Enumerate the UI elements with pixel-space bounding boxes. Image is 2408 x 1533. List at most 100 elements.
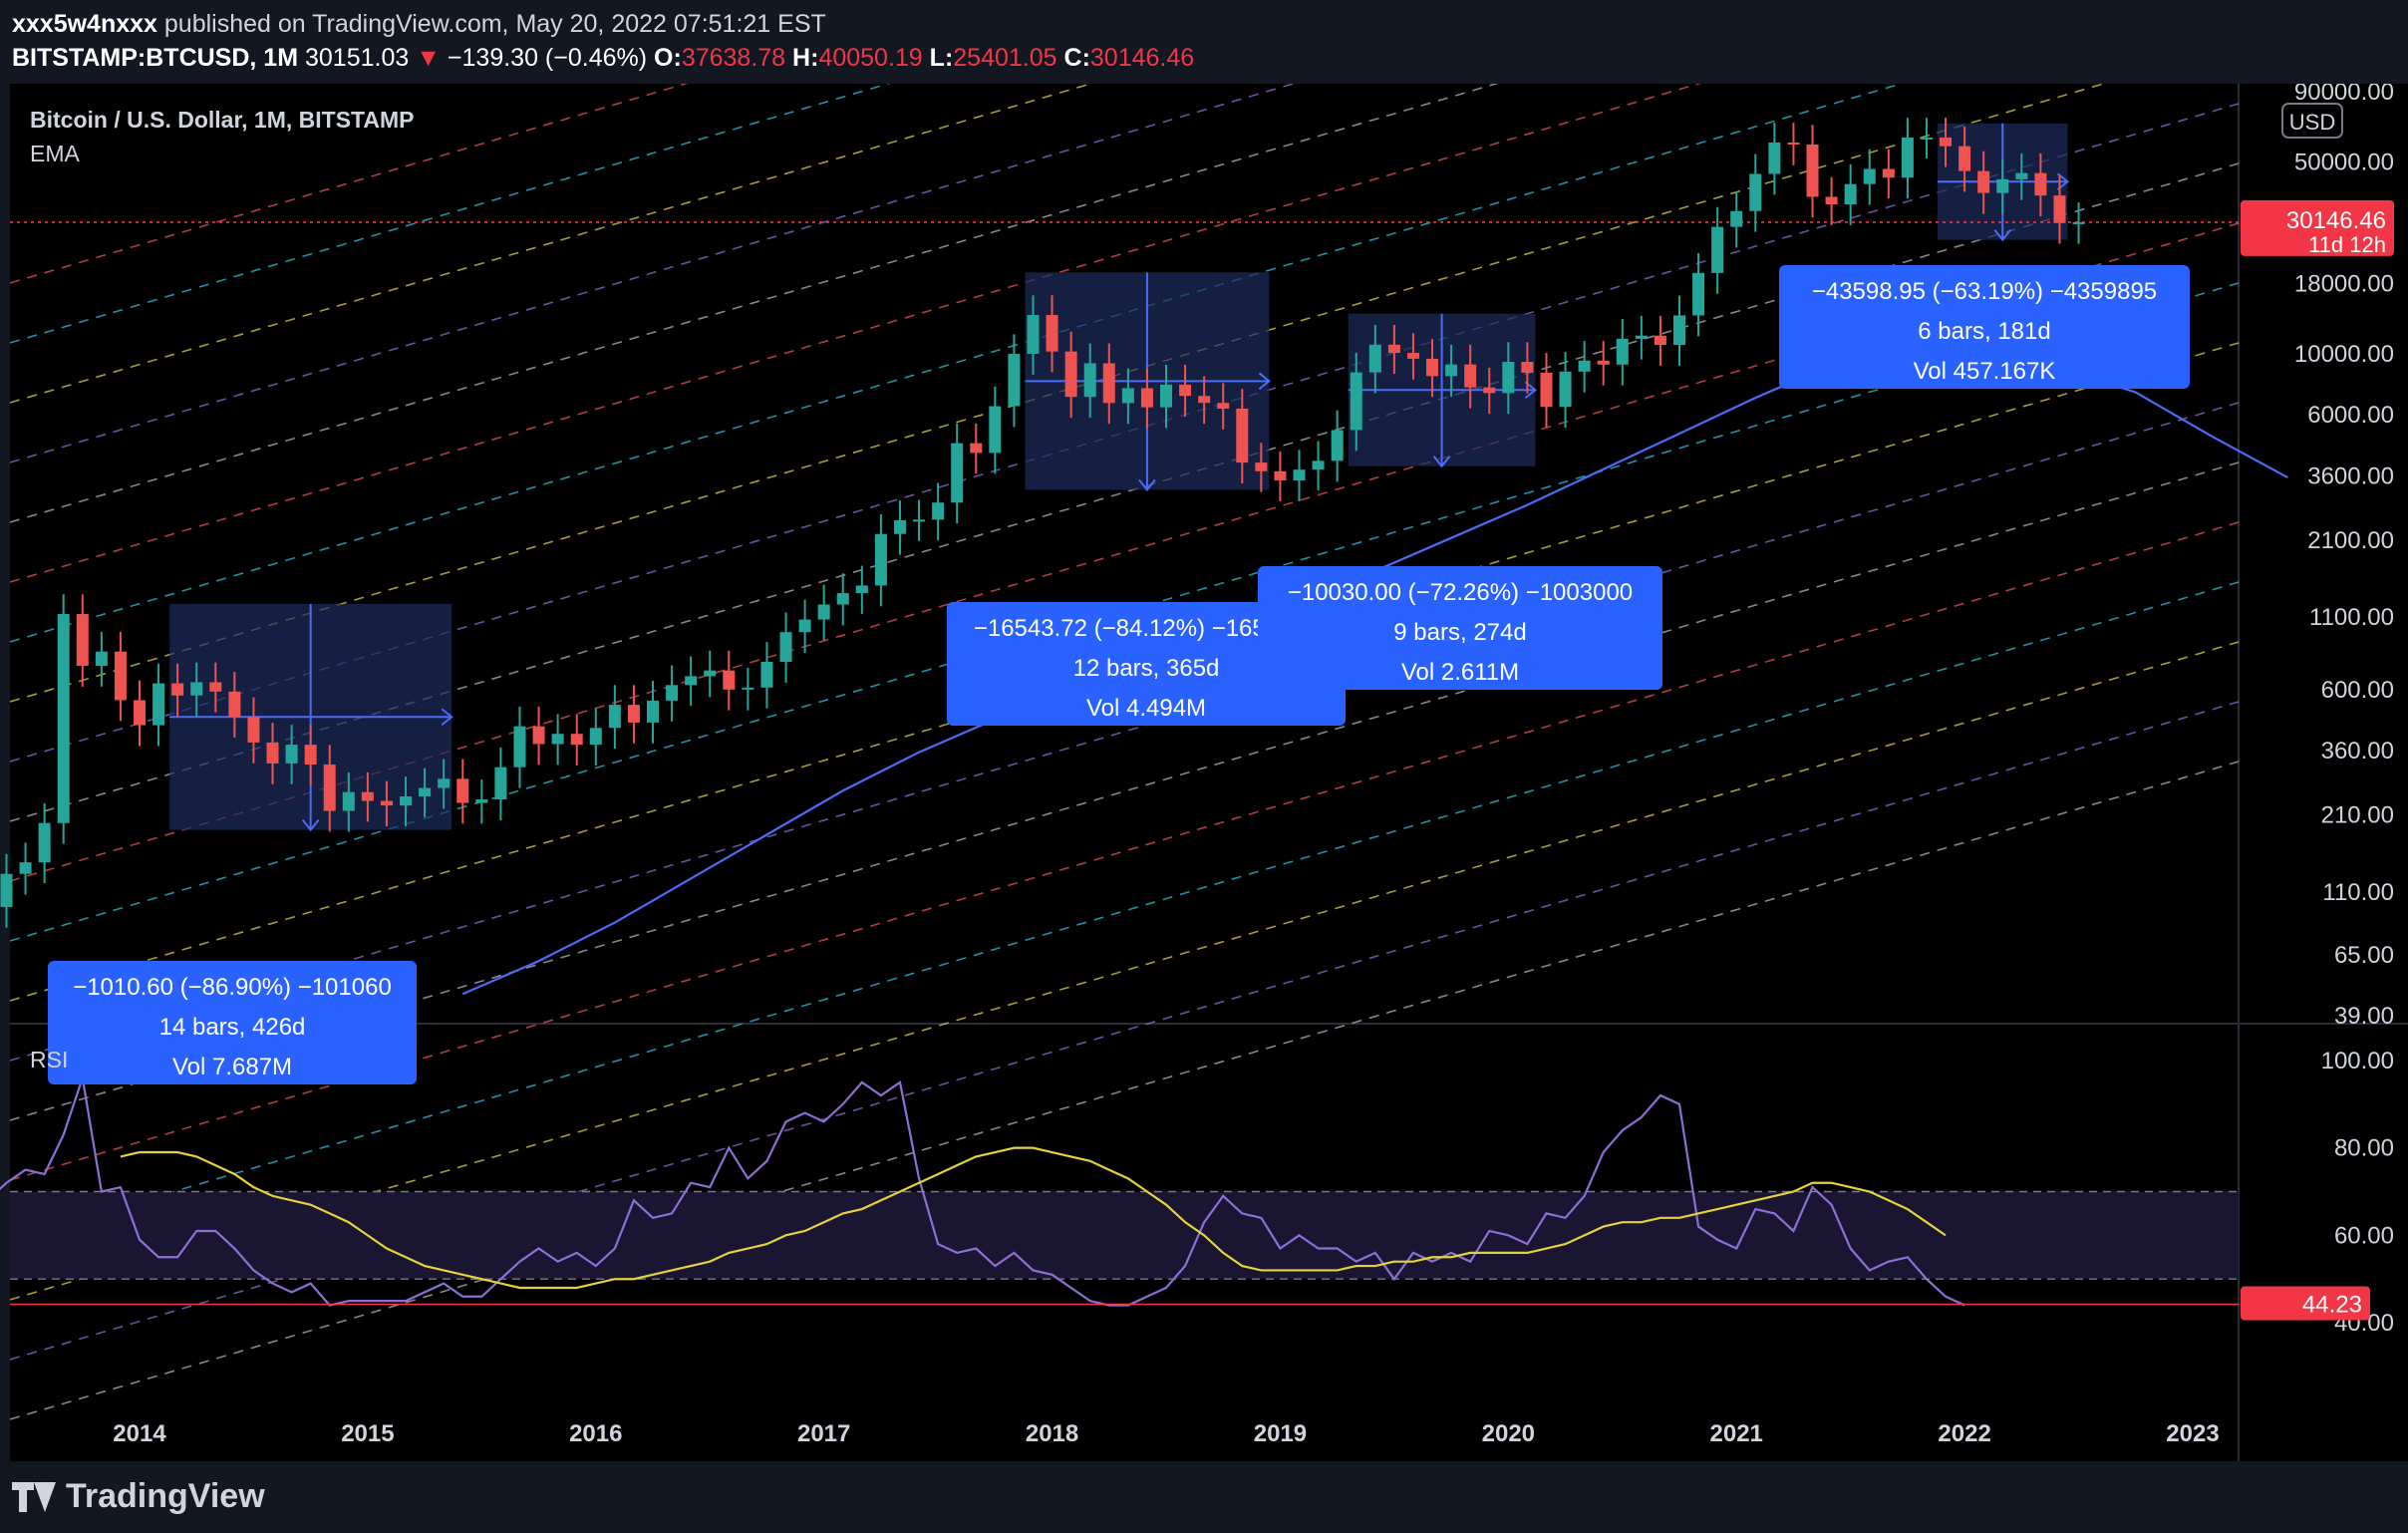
time-axis[interactable] (10, 1350, 2239, 1461)
candle[interactable] (1331, 430, 1344, 461)
candle[interactable] (913, 519, 926, 522)
rsi-line[interactable] (0, 1077, 1965, 1307)
candle[interactable] (1483, 387, 1496, 394)
symbol-label[interactable]: BITSTAMP:BTCUSD, 1M (12, 44, 299, 72)
candle[interactable] (38, 822, 51, 863)
candle[interactable] (1406, 353, 1419, 359)
candle[interactable] (1198, 396, 1211, 404)
candle[interactable] (874, 533, 887, 586)
candle[interactable] (1008, 354, 1021, 407)
candle[interactable] (19, 862, 32, 874)
candle[interactable] (1046, 315, 1058, 352)
candle[interactable] (570, 734, 583, 746)
candle[interactable] (1102, 363, 1115, 404)
candle[interactable] (608, 705, 621, 729)
candle[interactable] (1179, 384, 1192, 397)
candle[interactable] (2053, 195, 2066, 223)
candle[interactable] (1312, 460, 1325, 470)
candle[interactable] (589, 728, 602, 746)
candle[interactable] (951, 443, 964, 503)
candle[interactable] (1502, 362, 1515, 394)
candle[interactable] (1787, 142, 1800, 146)
candle[interactable] (1464, 364, 1477, 388)
ema-legend[interactable]: EMA (30, 141, 81, 166)
candle[interactable] (532, 726, 545, 745)
candle[interactable] (361, 791, 374, 801)
candle[interactable] (1083, 363, 1096, 398)
candle[interactable] (1445, 364, 1458, 377)
candle[interactable] (627, 705, 640, 723)
candle[interactable] (1521, 362, 1534, 373)
candle[interactable] (779, 632, 792, 662)
candle[interactable] (1920, 137, 1933, 140)
candle[interactable] (380, 800, 393, 806)
candle[interactable] (304, 745, 317, 766)
candle[interactable] (1578, 360, 1591, 372)
candle[interactable] (1863, 168, 1876, 184)
candle[interactable] (1140, 388, 1153, 408)
candle[interactable] (760, 661, 773, 688)
candle[interactable] (1616, 338, 1629, 365)
candle[interactable] (723, 670, 736, 690)
candle[interactable] (1749, 173, 1762, 211)
candle[interactable] (1635, 335, 1648, 339)
rsi-legend[interactable]: RSI (30, 1047, 68, 1073)
candle[interactable] (266, 742, 279, 764)
candle[interactable] (1996, 178, 2009, 193)
candle[interactable] (704, 670, 717, 677)
candle[interactable] (1597, 360, 1610, 365)
candle[interactable] (247, 717, 260, 743)
candle[interactable] (475, 798, 488, 803)
candle[interactable] (1673, 315, 1685, 346)
candle[interactable] (1768, 142, 1781, 174)
candle[interactable] (0, 873, 13, 907)
tradingview-logo[interactable]: TradingView (12, 1477, 265, 1516)
candle[interactable] (285, 745, 298, 764)
candle[interactable] (494, 766, 507, 799)
candle[interactable] (190, 682, 203, 696)
candle[interactable] (1027, 315, 1040, 355)
candle[interactable] (323, 765, 336, 811)
candle[interactable] (855, 585, 868, 594)
candle[interactable] (1977, 170, 1990, 193)
candle[interactable] (989, 406, 1002, 454)
candle[interactable] (1882, 168, 1895, 178)
candle[interactable] (893, 519, 906, 534)
candle[interactable] (647, 700, 659, 723)
candle[interactable] (400, 796, 413, 806)
candle[interactable] (209, 682, 222, 692)
price-tag[interactable] (2241, 199, 2394, 256)
currency-button[interactable] (2281, 103, 2343, 139)
candle[interactable] (742, 687, 754, 690)
rsi-ma-line[interactable] (120, 1146, 1947, 1290)
candle[interactable] (1940, 137, 1953, 147)
candle[interactable] (1368, 344, 1381, 373)
candle[interactable] (1540, 372, 1553, 408)
candle[interactable] (1255, 462, 1268, 471)
candle[interactable] (685, 676, 698, 686)
candle[interactable] (152, 683, 165, 726)
candle[interactable] (666, 685, 679, 701)
candle[interactable] (419, 787, 432, 797)
candle[interactable] (438, 778, 451, 788)
candle[interactable] (1711, 226, 1724, 273)
candle[interactable] (1350, 372, 1362, 431)
candle[interactable] (134, 700, 146, 726)
measure-label[interactable] (947, 602, 1346, 726)
candle[interactable] (1217, 403, 1230, 409)
candle[interactable] (1160, 384, 1172, 408)
candle[interactable] (57, 614, 70, 823)
candle[interactable] (2072, 221, 2085, 224)
candle[interactable] (1844, 183, 1857, 205)
measure-label[interactable] (48, 961, 417, 1084)
price-axis[interactable] (2239, 84, 2408, 1461)
candle[interactable] (1654, 335, 1666, 346)
candle[interactable] (1730, 210, 1743, 227)
candle[interactable] (513, 726, 526, 767)
candle[interactable] (2015, 172, 2028, 179)
candle[interactable] (2034, 172, 2047, 196)
chart-canvas[interactable]: 90000.00 50000.00 18000.00 10000.00 6000.00 3… (0, 84, 2408, 1461)
candle[interactable] (342, 791, 355, 811)
candle[interactable] (1901, 137, 1914, 178)
candle[interactable] (95, 651, 108, 666)
